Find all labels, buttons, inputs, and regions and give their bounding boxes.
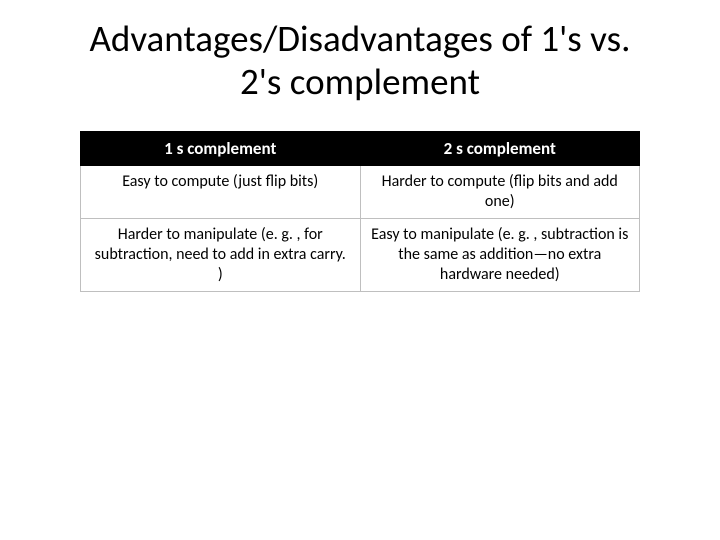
table-header-row: 1 s complement 2 s complement bbox=[81, 132, 640, 166]
slide-title: Advantages/Disadvantages of 1's vs. 2's … bbox=[50, 18, 670, 103]
cell-manipulate-2s: Easy to manipulate (e. g. , subtraction … bbox=[360, 219, 640, 292]
table-row: Easy to compute (just flip bits) Harder … bbox=[81, 166, 640, 219]
comparison-table: 1 s complement 2 s complement Easy to co… bbox=[80, 131, 640, 292]
slide: Advantages/Disadvantages of 1's vs. 2's … bbox=[0, 0, 720, 540]
cell-manipulate-1s: Harder to manipulate (e. g. , for subtra… bbox=[81, 219, 361, 292]
cell-compute-2s: Harder to compute (flip bits and add one… bbox=[360, 166, 640, 219]
cell-compute-1s: Easy to compute (just flip bits) bbox=[81, 166, 361, 219]
table-row: Harder to manipulate (e. g. , for subtra… bbox=[81, 219, 640, 292]
column-header-1s: 1 s complement bbox=[81, 132, 361, 166]
column-header-2s: 2 s complement bbox=[360, 132, 640, 166]
